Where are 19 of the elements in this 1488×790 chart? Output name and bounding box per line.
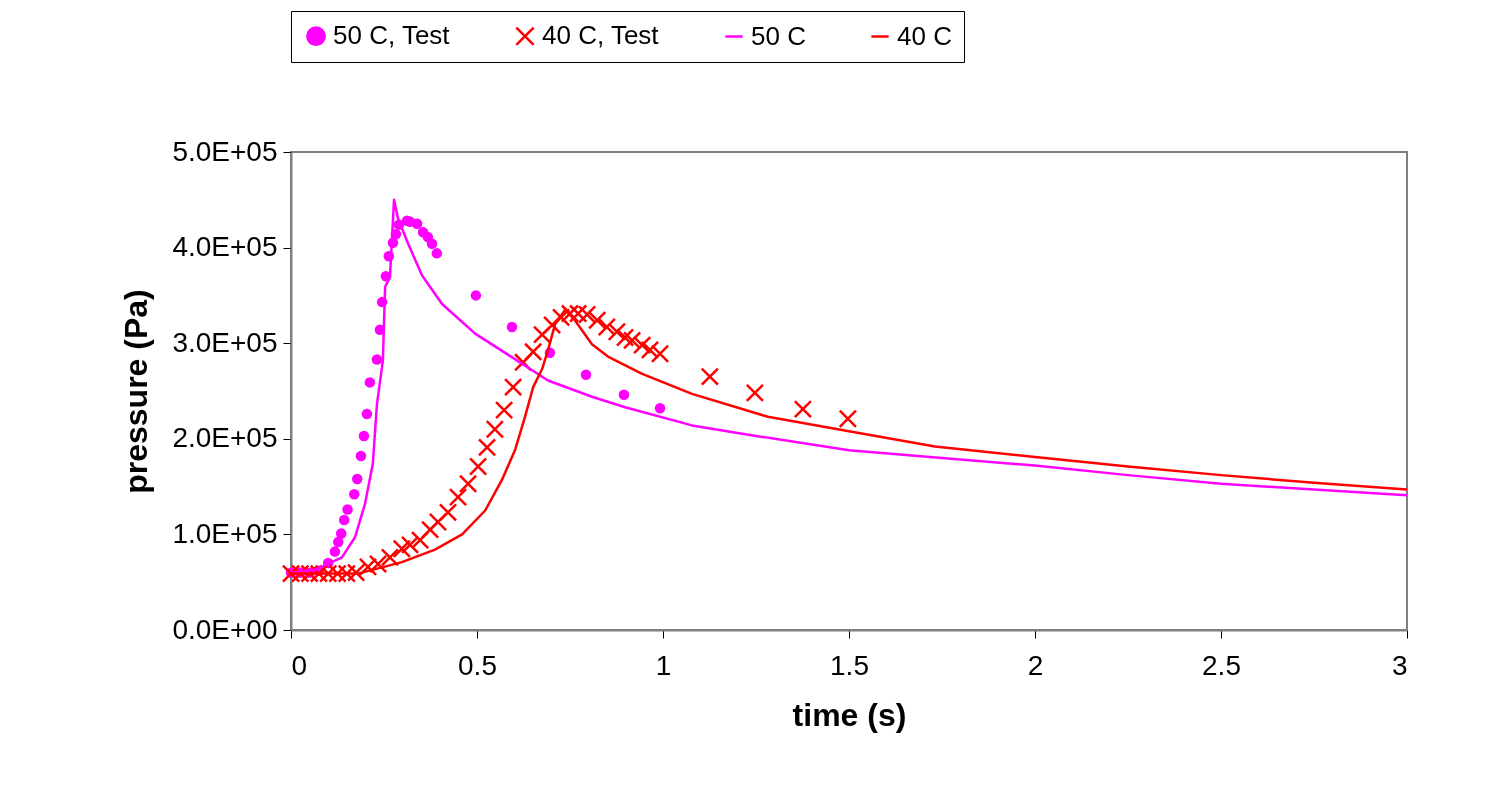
y-axis-title: pressure (Pa) (118, 289, 155, 494)
y-tick-label: 3.0E+05 (172, 326, 278, 358)
legend-label: 50 C (751, 20, 806, 51)
x-tick-label: 0 (291, 649, 308, 681)
x-tick-label: 1.5 (830, 649, 869, 681)
y-tick-label: 2.0E+05 (172, 422, 278, 454)
y-tick-label: 1.0E+05 (172, 517, 278, 549)
x-axis-title: time (s) (792, 696, 907, 733)
x-tick-label: 2 (1027, 649, 1044, 681)
y-tick-label: 5.0E+05 (172, 135, 278, 167)
x-tick-label: 0.5 (458, 649, 497, 681)
legend-label: 40 C, Test (542, 20, 660, 51)
x-tick-label: 3 (1391, 649, 1408, 681)
legend-label: 50 C, Test (333, 20, 451, 51)
x-tick-label: 1 (655, 649, 672, 681)
y-tick-label: 4.0E+05 (172, 231, 278, 263)
x-tick-label: 2.5 (1202, 649, 1241, 681)
legend-label: 40 C (897, 20, 952, 51)
y-tick-label: 0.0E+00 (172, 613, 278, 645)
